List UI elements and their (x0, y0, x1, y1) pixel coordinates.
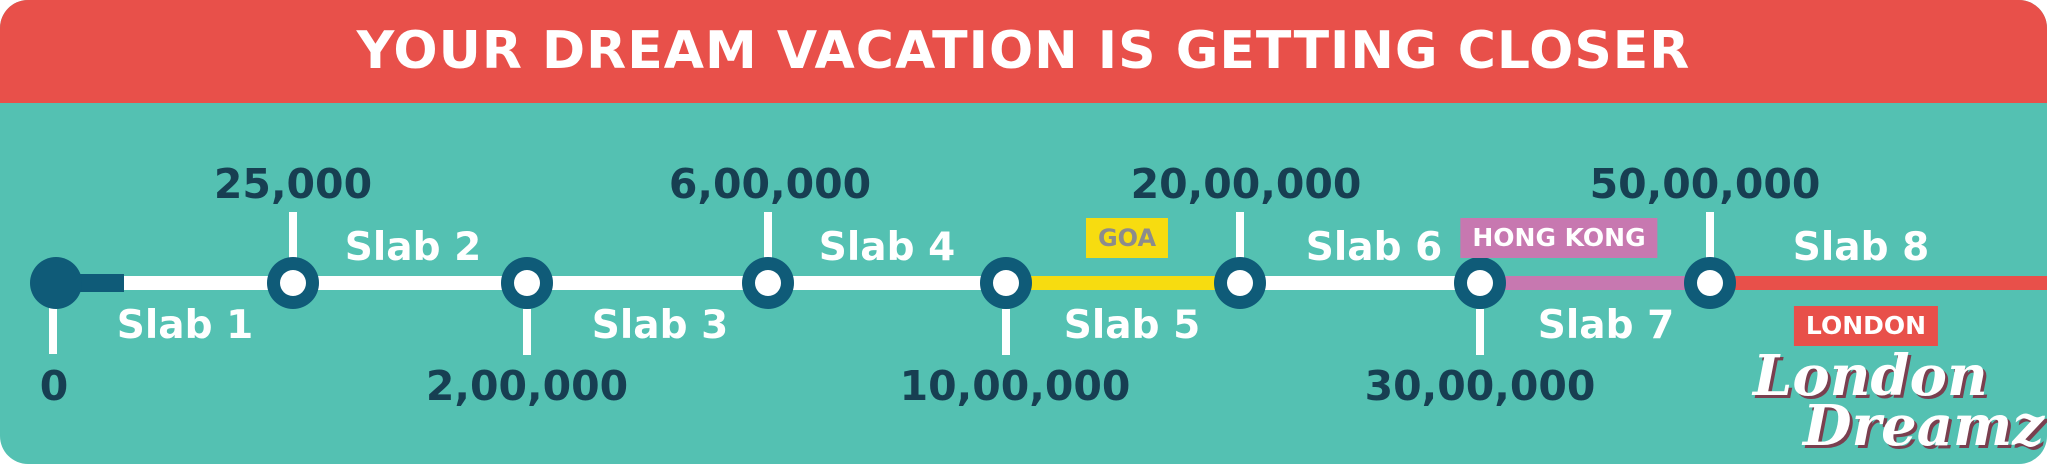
track-segment-hong-kong (1480, 276, 1710, 290)
node-5 (1214, 257, 1266, 309)
node-7 (1684, 257, 1736, 309)
milestone-label: 2,00,000 (425, 362, 629, 410)
milestone-label: 20,00,000 (1130, 160, 1362, 208)
milestone-label: 10,00,000 (899, 362, 1131, 410)
logo-line-2: Dreamz (1803, 393, 2045, 459)
tick-7 (1706, 212, 1714, 258)
header-bar (0, 0, 2047, 103)
logo-line-1: London (1753, 343, 1988, 409)
milestone-label: 0 (39, 362, 69, 410)
milestone-label: 30,00,000 (1364, 362, 1596, 410)
slab-label: Slab 6 (1305, 225, 1443, 270)
tick-5 (1236, 212, 1244, 258)
slab-label: Slab 2 (344, 225, 482, 270)
track-segment-white-1 (124, 276, 1004, 290)
node-4 (980, 257, 1032, 309)
node-1 (267, 257, 319, 309)
milestone-label: 25,000 (213, 160, 373, 208)
node-2 (501, 257, 553, 309)
page-title: YOUR DREAM VACATION IS GETTING CLOSER (356, 21, 1691, 81)
milestone-label: 50,00,000 (1589, 160, 1821, 208)
node-3 (742, 257, 794, 309)
slab-label: Slab 7 (1537, 303, 1675, 348)
london-dreamz-logo: London Dreamz (1745, 343, 2044, 459)
slab-label: Slab 4 (818, 225, 956, 270)
destination-tag-goa: GOA (1085, 218, 1169, 258)
tick-6 (1476, 309, 1484, 355)
slab-label: Slab 8 (1792, 225, 1930, 270)
milestone-label: 6,00,000 (668, 160, 872, 208)
tick-1 (289, 212, 297, 258)
destination-tag-hong-kong: HONG KONG (1460, 218, 1658, 258)
track-segment-goa (1004, 276, 1242, 290)
tick-4 (1002, 309, 1010, 355)
tick-2 (523, 309, 531, 355)
slab-label: Slab 1 (116, 303, 254, 348)
node-start (30, 257, 82, 309)
tick-3 (764, 212, 772, 258)
track-segment-white-2 (1242, 276, 1480, 290)
slab-label: Slab 5 (1063, 303, 1201, 348)
node-6 (1454, 257, 1506, 309)
tick-0 (49, 297, 57, 354)
track-segment-london (1710, 276, 2047, 290)
slab-label: Slab 3 (591, 303, 729, 348)
destination-tag-london: LONDON (1793, 306, 1939, 346)
